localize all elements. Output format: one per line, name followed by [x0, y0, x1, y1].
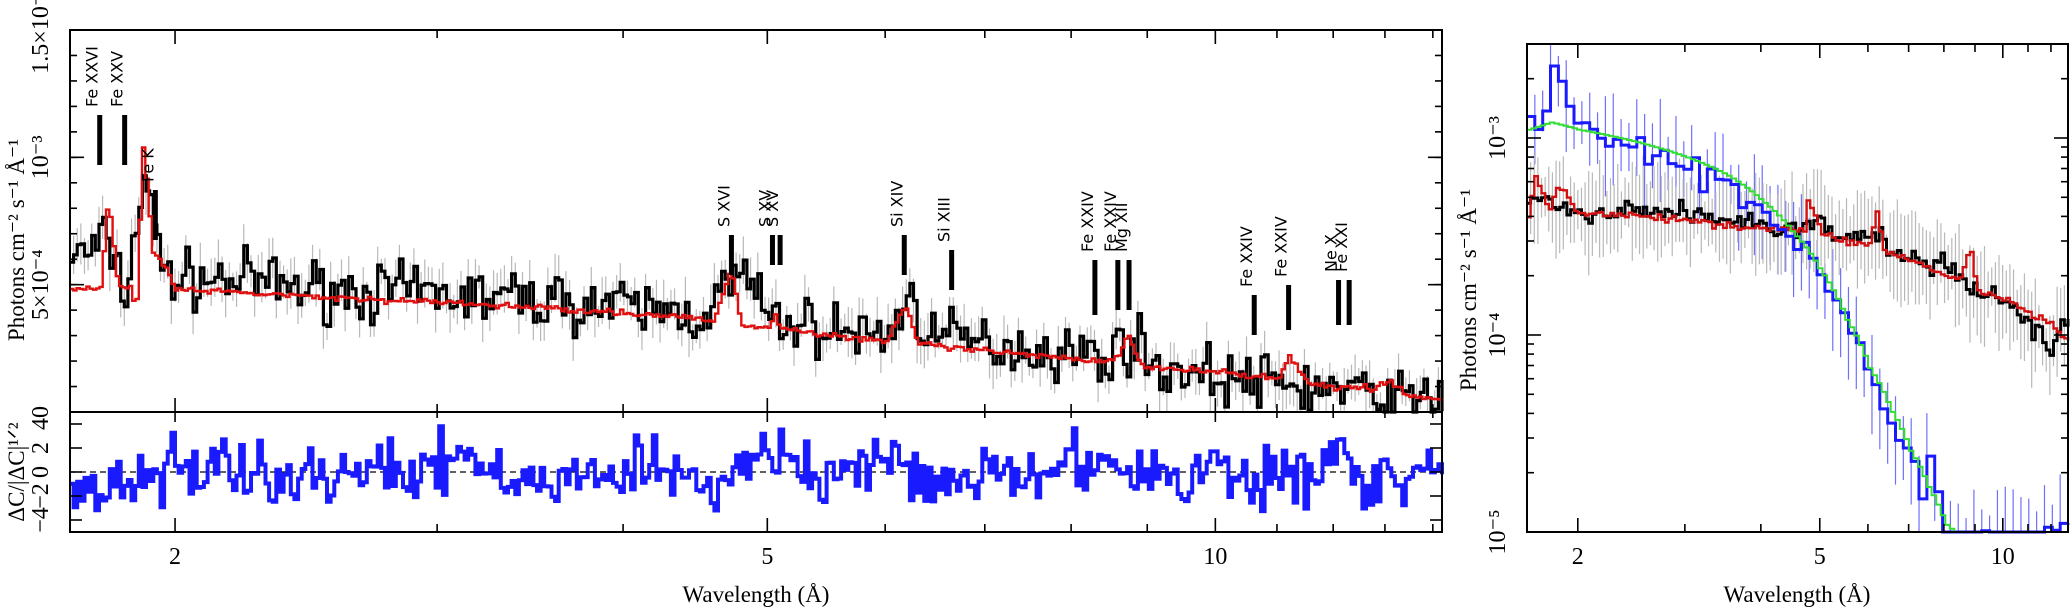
component-b-data-line — [1527, 195, 2070, 357]
spectrum-panel: Fe XXVI Fe XXV Fe K S XVI S XVS XV Si XIV Si X… — [4, 0, 1444, 418]
right-x-axis-label: Wavelength (Å) — [1724, 582, 1871, 607]
component-y-axis-label: Photons cm⁻² s⁻¹ Å⁻¹ — [1456, 189, 1481, 391]
line-marker-label: Fe XXVI — [83, 46, 102, 107]
residual-series-line — [70, 424, 1444, 514]
y-tick-label: −4 — [28, 507, 54, 533]
y-tick-label: 10⁻³ — [28, 135, 54, 179]
y-tick-label: 0 — [28, 466, 54, 478]
y-tick-label: 10⁻⁵ — [1485, 509, 1511, 554]
y-tick-label: 10⁻³ — [1485, 116, 1511, 160]
y-tick-label: −2 — [28, 483, 54, 509]
spectrum-series — [70, 146, 1444, 414]
component-panel: 10⁻⁵ 10⁻⁴ 10⁻³ 2 5 10 Photons cm⁻² s⁻¹ Å⁻¹ W… — [1456, 43, 2070, 607]
line-marker-label: Fe XXV — [108, 51, 127, 107]
component-a-model-line — [1527, 121, 2068, 533]
y-tick-label: 5×10⁻⁴ — [28, 249, 54, 320]
line-marker-label: S XVI — [714, 185, 733, 227]
line-marker-label: Fe XXIV — [1101, 191, 1120, 252]
line-marker-label: Fe K — [138, 148, 157, 182]
line-marker-label: Si XIV — [887, 181, 906, 227]
x-tick-label: 5 — [1814, 544, 1826, 570]
x-tick-label: 10 — [1991, 544, 2015, 570]
spectrum-y-axis-label: Photons cm⁻² s⁻¹ Å⁻¹ — [4, 139, 29, 341]
residual-series — [70, 424, 1444, 514]
y-tick-label: 0 — [28, 406, 54, 418]
x-tick-label: 10 — [1203, 544, 1227, 570]
line-marker-label: Ne X — [1322, 234, 1341, 272]
line-marker-label: Si XIII — [935, 197, 954, 242]
emission-line-markers: Fe XXVI Fe XXV Fe K S XVI S XVS XV Si XIV Si X… — [83, 46, 1352, 335]
residual-y-ticks: −4−2 0 2 4 — [28, 418, 1442, 533]
x-tick-label: 5 — [761, 544, 773, 570]
y-tick-label: 10⁻⁴ — [1485, 312, 1511, 357]
line-marker-label: Fe XXIV — [1272, 216, 1291, 277]
line-marker-label: S XV — [755, 190, 774, 227]
line-marker-label: Fe XXIV — [1237, 226, 1256, 287]
spectrum-x-ticks — [174, 30, 1434, 412]
residual-y-axis-label: ΔC/|ΔC|¹ᐟ² — [4, 422, 29, 521]
component-x-ticks: 2 5 10 — [1572, 44, 2052, 570]
line-marker-label: Mg XII — [1112, 203, 1131, 252]
y-tick-label: 2 — [28, 442, 54, 454]
line-marker-label: Fe XXI — [1332, 222, 1351, 272]
model-series-line — [70, 146, 1444, 401]
spectrum-y-ticks: 0 5×10⁻⁴ 10⁻³ 1.5×10⁻³ — [28, 0, 1442, 418]
x-tick-label: 2 — [169, 544, 181, 570]
y-tick-label: 1.5×10⁻³ — [28, 0, 54, 74]
component-series — [1526, 44, 2070, 534]
residual-panel: −4−2 0 2 4 2 5 10 ΔC/|ΔC|¹ᐟ² Wavelength (Å) — [4, 411, 1444, 607]
data-series-line — [70, 174, 1444, 414]
component-b-model-line — [1527, 175, 2070, 341]
x-tick-label: 2 — [1572, 544, 1584, 570]
line-marker-label: S XV — [763, 190, 782, 227]
left-x-axis-label: Wavelength (Å) — [683, 582, 830, 607]
line-marker-label: Fe XXIV — [1078, 191, 1097, 252]
component-y-ticks: 10⁻⁵ 10⁻⁴ 10⁻³ — [1485, 43, 2068, 555]
y-tick-label: 4 — [28, 418, 54, 430]
residual-x-ticks: 2 5 10 — [169, 412, 1434, 570]
component-frame — [1526, 43, 2069, 533]
